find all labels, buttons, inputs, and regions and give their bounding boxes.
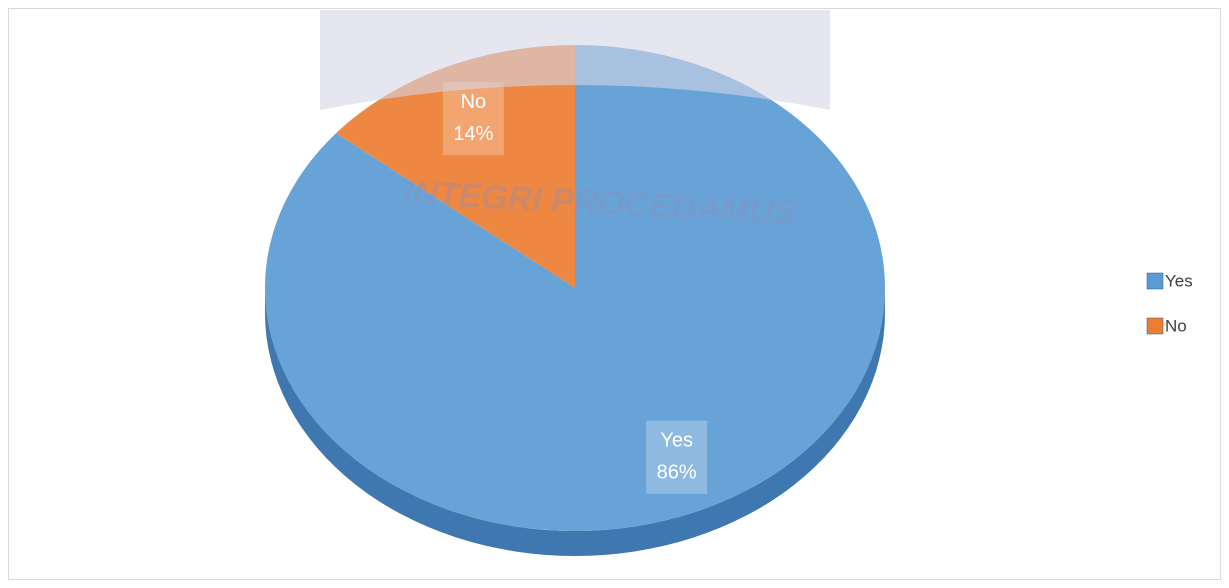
data-label: No 14%	[442, 82, 504, 156]
data-label-value: 14%	[453, 123, 493, 145]
data-label-category: Yes	[660, 430, 693, 452]
legend-swatch	[1146, 272, 1164, 290]
data-label-box	[646, 420, 708, 494]
watermark-shape	[320, 10, 830, 110]
legend-label: No	[1165, 316, 1187, 335]
data-label-category: No	[461, 91, 487, 113]
data-label-value: 86%	[657, 462, 697, 484]
legend-swatch	[1146, 317, 1164, 335]
legend-label: Yes	[1165, 271, 1193, 290]
pie-slice	[336, 45, 575, 288]
data-label: Yes 86%	[646, 420, 708, 494]
data-label-box	[442, 82, 504, 156]
